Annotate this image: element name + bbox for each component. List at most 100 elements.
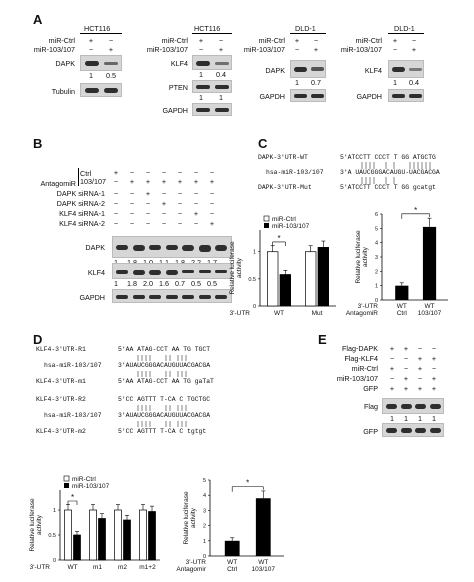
band [215,108,229,112]
sign: − [129,168,135,177]
x-tick-label: m1 [93,564,102,571]
y-tick-label: 0 [253,304,256,310]
band [116,270,128,274]
seq-text: 3'A UAUCGGGACAUGU-UACGACGA [340,169,440,176]
sign: − [177,219,183,228]
band [165,245,178,250]
band [149,270,161,275]
quant: 1.7 [205,259,219,267]
sig-star: * [277,234,280,243]
sign: + [209,219,215,228]
y-tick-label: 1 [375,284,378,290]
band [215,270,227,273]
sign: − [193,199,199,208]
sign: + [193,209,199,218]
pairing-lines [137,355,187,361]
band [132,295,145,299]
y-axis-label: activity [190,507,197,528]
quant: 1.8 [173,259,187,267]
sign: + [113,168,119,177]
row-label: KLF4 siRNA-1 [59,209,105,218]
row-label: miR-103/107 [340,45,382,54]
band [409,94,422,98]
y-tick-label: 5 [375,226,378,232]
sign: − [209,209,215,218]
seq-text: 5'AA ATAG-CCT AA TG TGCT [118,346,211,353]
blot-strip [192,80,232,93]
quant: 1.0 [141,259,155,267]
sign: + [392,36,398,45]
sign: − [113,209,119,218]
panel-d-antagomir-chart: Relative luciferase activity012345WTCtrlW… [176,478,284,573]
quant: 1 [390,414,394,423]
legend-swatch [64,483,69,488]
antagomir-mir: 103/107 [80,177,106,186]
sign: − [129,219,135,228]
y-tick-label: 0.5 [248,277,256,283]
blot-strip [290,89,326,102]
y-axis-label: Relative luciferase [229,241,236,294]
y-tick-label: 1 [203,539,206,545]
sign: − [417,374,423,383]
quant: 1 [89,71,93,80]
quant: 2.2 [189,259,203,267]
sign: + [431,384,437,393]
seq-text: 5'CC AGTTT T-CA C TGCTGC [118,396,211,403]
x-row-label: 3'-UTR [358,303,379,310]
y-tick-label: 6 [375,212,378,218]
panel-label-d: D [33,332,43,347]
quant: 2.0 [143,279,153,288]
bar [279,274,291,307]
sign: − [129,189,135,198]
legend-label: miR-103/107 [272,223,310,230]
sign: + [108,45,114,54]
seq-label: KLF4-3'UTR-m2 [36,428,86,435]
y-tick-label: 0 [375,298,378,304]
legend-label: miR-Ctrl [72,476,96,483]
sign: + [389,364,395,373]
panel-label-c: C [258,136,268,151]
y-tick-label: 2 [375,269,378,275]
band [182,295,194,299]
sign: − [193,219,199,228]
band [415,404,426,409]
x-tick-label: WT [227,559,237,566]
band [104,62,118,65]
y-tick-label: 0.5 [48,533,56,539]
protein-label: PTEN [168,83,188,92]
band [132,270,145,275]
band [116,245,128,250]
protein-label: GAPDH [259,92,285,101]
legend-swatch [63,475,70,482]
bar [317,247,329,307]
x-tick-label: WT [274,310,284,317]
sign: − [145,219,151,228]
blot-strip [192,103,232,116]
bar [422,226,437,300]
band [215,62,229,65]
sign: − [411,36,417,45]
seq-label: KLF4-3'UTR-R1 [36,346,86,353]
sign: + [403,344,409,353]
row-label: DAPK siRNA-1 [56,189,105,198]
sign: − [161,219,167,228]
blot-strip [80,83,122,97]
sign: − [145,168,151,177]
legend-label: miR-103/107 [72,483,110,490]
seq-text: 5'ATCCTT CCCT T GG ATGCTG [340,154,436,161]
sign: + [389,344,395,353]
sign: − [161,189,167,198]
sign: + [161,177,167,186]
sign: − [209,168,215,177]
blot-strip [388,60,424,78]
row-label: KLF4 siRNA-2 [59,219,105,228]
sign: − [161,168,167,177]
seq-label: hsa-miR-103/107 [44,362,102,369]
pairing-lines [137,371,187,377]
x-row-label: Antagomir [176,566,206,573]
y-tick-label: 0 [203,554,206,560]
row-label: miR-Ctrl [351,364,378,373]
seq-text: 3'AUAUCGGGACAUGUUACGACGA [118,362,211,369]
protein-label: KLF4 [87,268,105,277]
band [182,270,194,273]
